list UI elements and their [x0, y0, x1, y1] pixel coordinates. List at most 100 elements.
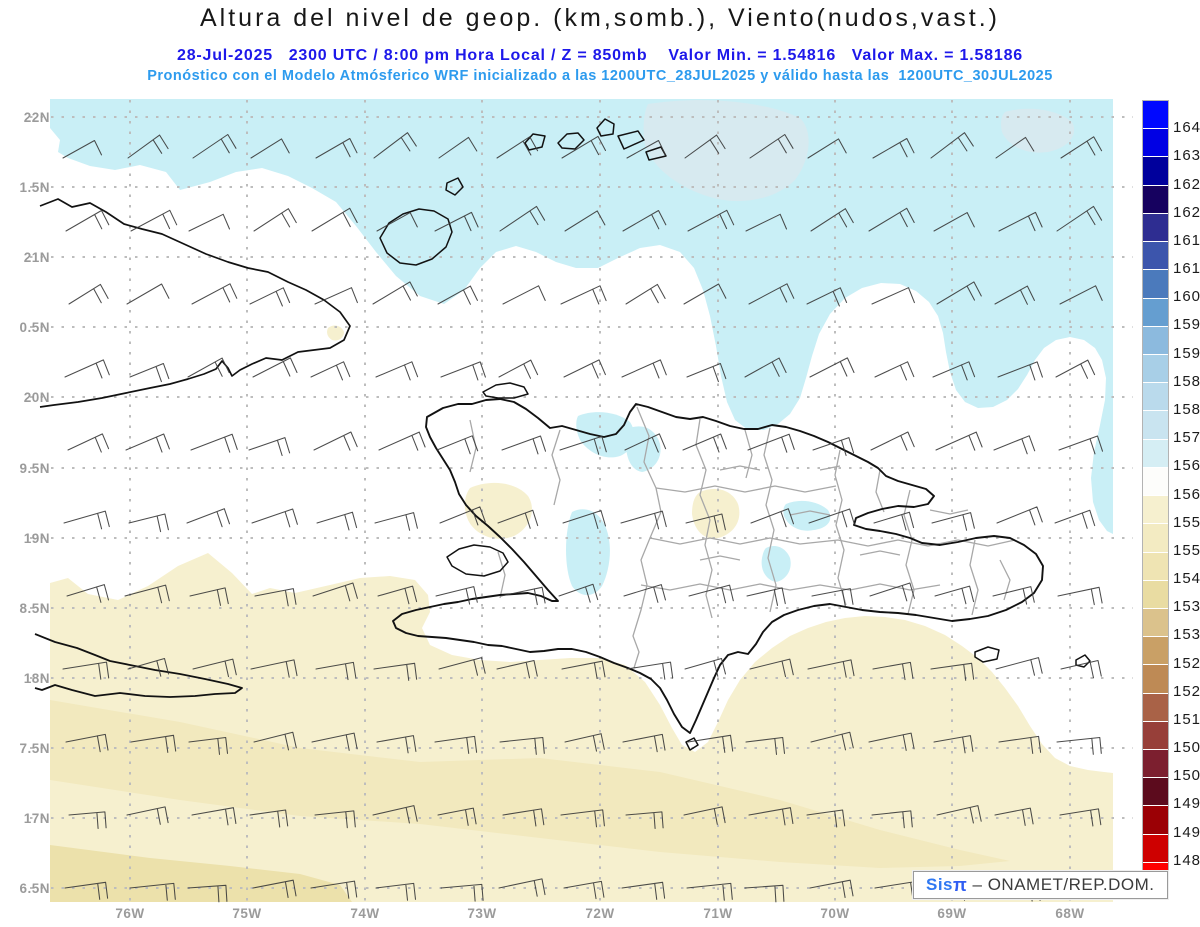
wind-barb [249, 287, 291, 307]
wind-barb [936, 281, 982, 305]
wind-barb [129, 882, 176, 901]
wind-barb [561, 660, 606, 680]
wind-barb [687, 209, 735, 232]
shade-band-1569-1575 [50, 99, 1113, 534]
wind-barb [992, 586, 1035, 605]
colorbar-tick-label: 1485 [1173, 851, 1200, 869]
wind-barb [498, 878, 546, 897]
wind-barb [499, 205, 546, 232]
colorbar-segment [1143, 692, 1168, 721]
axis-labels: 22N 1.5N 21N 0.5N 20N 9.5N 19N 8.5N 18N 7.5N 17N 6.… [19, 110, 1084, 921]
coastlines [34, 118, 1091, 751]
wind-barb [192, 658, 237, 678]
lat-tick-label: 6.5N [19, 881, 50, 896]
coastline-hispaniola [392, 398, 1044, 734]
shade-cyan-patch [566, 509, 610, 595]
wind-barb [64, 359, 110, 379]
wind-barb [1054, 509, 1096, 529]
colorbar-scale [1142, 100, 1169, 891]
coastline-island-tortue [482, 382, 529, 399]
colorbar-segment [1143, 212, 1168, 242]
lon-tick-label: 76W [115, 906, 144, 921]
province-border-line [469, 419, 477, 473]
lat-tick-label: 22N [24, 110, 50, 125]
wind-barb [745, 736, 786, 755]
wind-barb [186, 508, 231, 528]
colorbar-segment [1143, 607, 1168, 637]
wind-barb [372, 281, 418, 305]
lon-tick-label: 69W [937, 906, 966, 921]
colorbar-segment [1143, 128, 1168, 157]
wind-barb [440, 883, 484, 902]
colorbar-tick-label: 1593 [1173, 344, 1200, 362]
wind-barb [930, 132, 974, 159]
wind-barb [252, 879, 297, 899]
wind-barb [130, 734, 177, 753]
sispi-name: Sis [926, 875, 954, 894]
colorbar-segment [1143, 353, 1168, 383]
colorbar-segment [1143, 382, 1168, 411]
wind-barb [501, 435, 547, 455]
wind-barb [190, 433, 238, 453]
wind-barb [192, 133, 237, 159]
province-border-line [789, 510, 831, 516]
colorbar-segment [1143, 551, 1168, 580]
coastline-island-caicos-mid [596, 118, 615, 137]
pi-symbol: π [953, 874, 968, 895]
wind-barb [67, 433, 110, 453]
wind-barb [935, 431, 983, 451]
wind-barb [62, 139, 103, 159]
wind-barb [253, 208, 297, 232]
wind-barb [248, 437, 291, 457]
colorbar-tick-label: 1539 [1173, 598, 1200, 616]
coastline-island-caicos [557, 132, 585, 150]
wind-barb [314, 287, 358, 305]
wind-barb [1058, 435, 1104, 455]
wind-barb [870, 431, 915, 451]
wind-barb [810, 731, 854, 751]
wind-barb [623, 584, 667, 603]
wind-barb [1060, 659, 1102, 679]
shaded-height-field [50, 99, 1113, 902]
wind-barb [806, 809, 846, 828]
wind-barb [868, 732, 915, 751]
lon-tick-label: 72W [585, 906, 614, 921]
wind-barb [936, 805, 982, 824]
wind-barb [564, 733, 605, 752]
wind-barb [684, 657, 727, 677]
coastline-jamaica [34, 633, 243, 698]
wind-barb [310, 361, 351, 381]
wind-barb [1057, 586, 1103, 606]
colorbar-tick-label: 1563 [1173, 485, 1200, 503]
province-border-line [649, 537, 1016, 547]
wind-barb [498, 359, 539, 379]
colorbar-tick-label: 1605 [1173, 288, 1200, 306]
coastline-cuba [39, 198, 351, 408]
wind-barb [377, 585, 418, 605]
lat-tick-label: 20N [24, 390, 50, 405]
wind-barb [437, 285, 478, 305]
coastline-island-turks [645, 146, 667, 161]
lat-tick-label: 21N [24, 250, 50, 265]
wind-barb [375, 882, 417, 901]
colorbar-segment [1143, 749, 1168, 778]
wind-barb [68, 811, 107, 830]
wind-barb [316, 511, 358, 531]
lat-tick-label: 17N [24, 811, 50, 826]
shade-band-1551-1557 [50, 700, 1010, 868]
wind-barb [251, 508, 298, 528]
wind-barb [563, 880, 605, 900]
wind-barb [124, 584, 170, 604]
wind-barb [314, 810, 356, 829]
colorbar-tick-label: 1503 [1173, 767, 1200, 785]
wind-barb [126, 283, 170, 305]
wind-barb [624, 433, 667, 453]
colorbar-tick-label: 1629 [1173, 175, 1200, 193]
wind-barb [686, 362, 727, 383]
wind-barb [191, 807, 237, 826]
wind-barb [439, 506, 486, 526]
wind-barb [375, 361, 419, 381]
